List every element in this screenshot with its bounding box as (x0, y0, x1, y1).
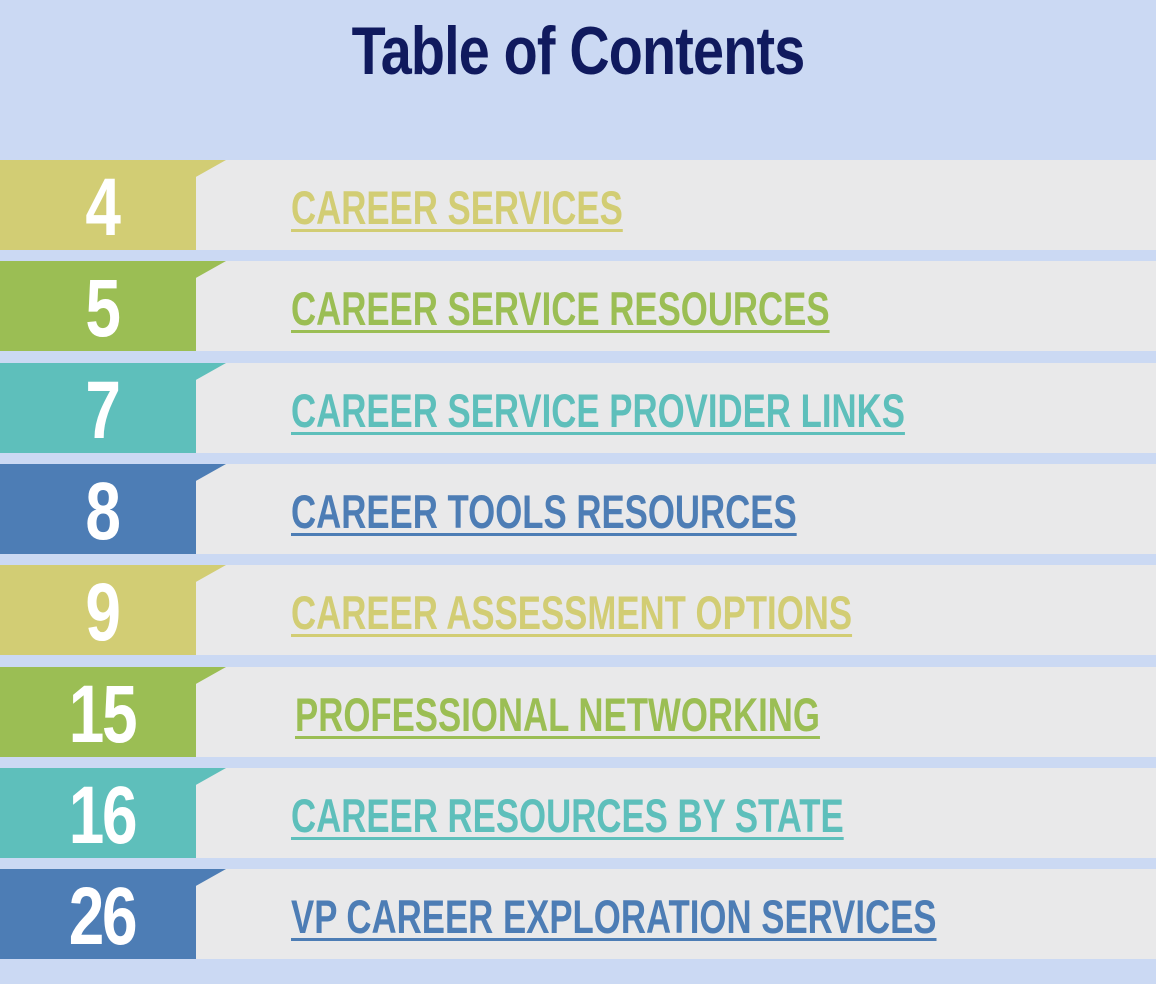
page-number-tab-tip (194, 363, 226, 381)
toc-entry[interactable]: 16 CAREER RESOURCES BY STATE (0, 768, 1156, 861)
toc-link[interactable]: VP CAREER EXPLORATION SERVICES (291, 890, 937, 943)
page-number: 9 (85, 567, 121, 658)
toc-link[interactable]: CAREER SERVICE PROVIDER LINKS (291, 384, 905, 437)
page-number: 26 (68, 871, 138, 962)
toc-link[interactable]: CAREER SERVICE RESOURCES (291, 282, 830, 335)
page-number-tab-tip (194, 565, 226, 583)
toc-entry[interactable]: 15 PROFESSIONAL NETWORKING (0, 667, 1156, 760)
page-number: 4 (85, 162, 121, 253)
toc-entry[interactable]: 5 CAREER SERVICE RESOURCES (0, 261, 1156, 354)
page-number-tab (0, 565, 196, 655)
page-number-tab (0, 160, 196, 250)
page-number-tab (0, 464, 196, 554)
page-number-tab (0, 768, 196, 858)
page-number-tab (0, 363, 196, 453)
toc-entry[interactable]: 26 VP CAREER EXPLORATION SERVICES (0, 869, 1156, 962)
page-number: 16 (68, 770, 138, 861)
toc-entry[interactable]: 4 CAREER SERVICES (0, 160, 1156, 253)
page-number-tab-tip (194, 667, 226, 685)
page-number-tab-tip (194, 768, 226, 786)
toc-entry[interactable]: 8 CAREER TOOLS RESOURCES (0, 464, 1156, 557)
toc-link[interactable]: PROFESSIONAL NETWORKING (295, 688, 820, 741)
page-number: 5 (85, 263, 121, 354)
toc-entry[interactable]: 7 CAREER SERVICE PROVIDER LINKS (0, 363, 1156, 456)
toc-entry[interactable]: 9 CAREER ASSESSMENT OPTIONS (0, 565, 1156, 658)
page-title: Table of Contents (351, 13, 806, 89)
toc-link[interactable]: CAREER RESOURCES BY STATE (291, 789, 844, 842)
page-number-tab-tip (194, 464, 226, 482)
page-number-tab (0, 261, 196, 351)
page-number: 8 (85, 466, 121, 557)
page-number-tab-tip (194, 261, 226, 279)
page-number: 7 (85, 365, 121, 456)
toc-link[interactable]: CAREER TOOLS RESOURCES (291, 485, 797, 538)
page-number-tab (0, 667, 196, 757)
page-number-tab-tip (194, 869, 226, 887)
page-number-tab (0, 869, 196, 959)
page-number-tab-tip (194, 160, 226, 178)
toc-link[interactable]: CAREER SERVICES (291, 181, 623, 234)
toc-link[interactable]: CAREER ASSESSMENT OPTIONS (291, 586, 853, 639)
page-number: 15 (68, 669, 138, 760)
